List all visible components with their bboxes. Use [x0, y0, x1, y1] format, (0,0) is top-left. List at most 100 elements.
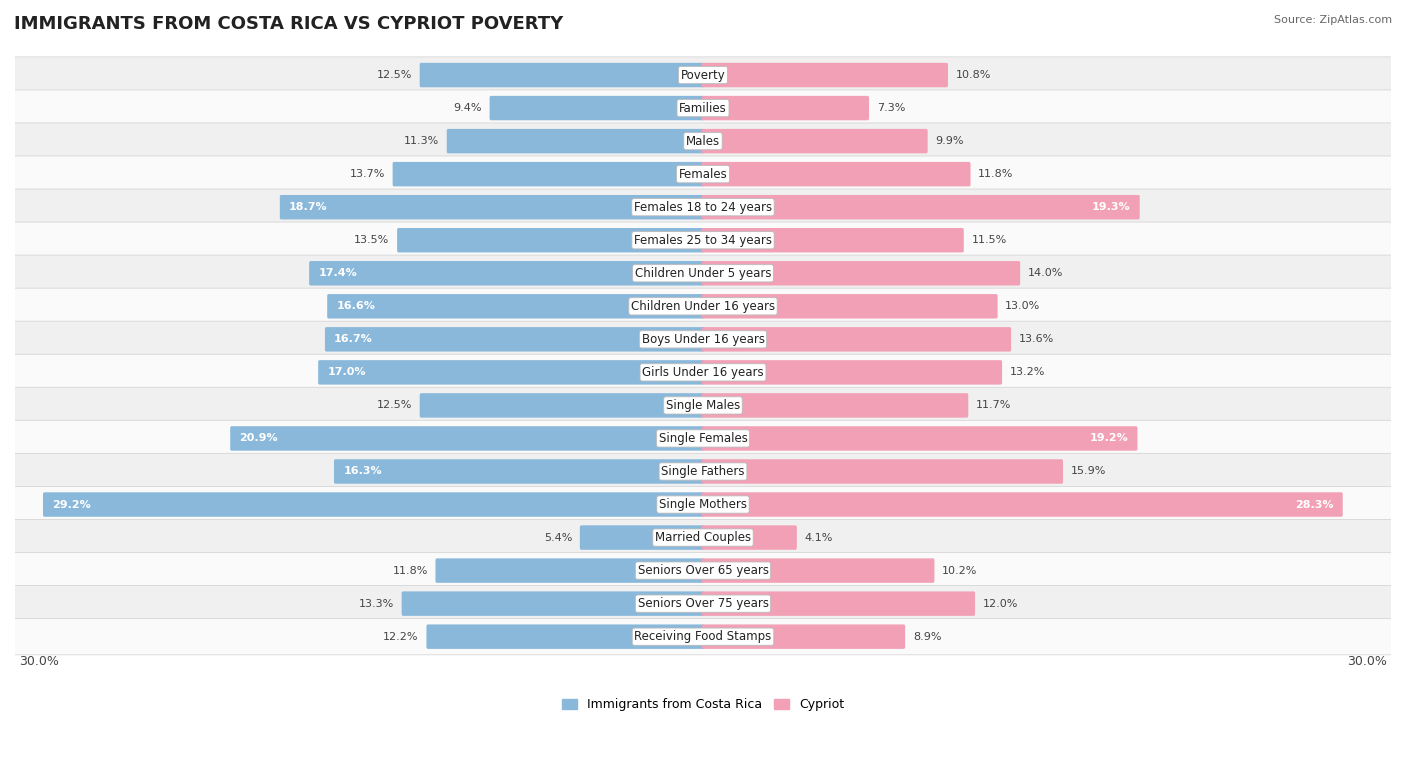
Text: Single Males: Single Males [666, 399, 740, 412]
FancyBboxPatch shape [419, 393, 704, 418]
Text: 9.4%: 9.4% [454, 103, 482, 113]
FancyBboxPatch shape [396, 228, 704, 252]
Text: 11.8%: 11.8% [979, 169, 1014, 179]
Text: 28.3%: 28.3% [1295, 500, 1333, 509]
FancyBboxPatch shape [335, 459, 704, 484]
Text: 16.6%: 16.6% [336, 302, 375, 312]
Legend: Immigrants from Costa Rica, Cypriot: Immigrants from Costa Rica, Cypriot [557, 693, 849, 716]
Text: 18.7%: 18.7% [290, 202, 328, 212]
Text: IMMIGRANTS FROM COSTA RICA VS CYPRIOT POVERTY: IMMIGRANTS FROM COSTA RICA VS CYPRIOT PO… [14, 15, 564, 33]
FancyBboxPatch shape [14, 156, 1392, 193]
Text: 11.7%: 11.7% [976, 400, 1011, 410]
Text: 19.2%: 19.2% [1090, 434, 1128, 443]
FancyBboxPatch shape [14, 354, 1392, 390]
FancyBboxPatch shape [14, 57, 1392, 93]
Text: 17.4%: 17.4% [318, 268, 357, 278]
FancyBboxPatch shape [14, 487, 1392, 523]
Text: 7.3%: 7.3% [877, 103, 905, 113]
Text: 16.7%: 16.7% [335, 334, 373, 344]
FancyBboxPatch shape [328, 294, 704, 318]
FancyBboxPatch shape [702, 129, 928, 153]
Text: 5.4%: 5.4% [544, 533, 572, 543]
Text: 4.1%: 4.1% [804, 533, 832, 543]
FancyBboxPatch shape [702, 228, 963, 252]
FancyBboxPatch shape [14, 222, 1392, 258]
FancyBboxPatch shape [579, 525, 704, 550]
FancyBboxPatch shape [14, 553, 1392, 589]
Text: 16.3%: 16.3% [343, 466, 382, 477]
Text: 11.8%: 11.8% [392, 565, 427, 575]
Text: Source: ZipAtlas.com: Source: ZipAtlas.com [1274, 15, 1392, 25]
FancyBboxPatch shape [702, 327, 1011, 352]
Text: 10.2%: 10.2% [942, 565, 977, 575]
FancyBboxPatch shape [702, 195, 1140, 219]
Text: 13.5%: 13.5% [354, 235, 389, 246]
FancyBboxPatch shape [702, 63, 948, 87]
Text: 8.9%: 8.9% [912, 631, 941, 642]
FancyBboxPatch shape [14, 619, 1392, 655]
FancyBboxPatch shape [702, 294, 998, 318]
FancyBboxPatch shape [702, 625, 905, 649]
Text: 20.9%: 20.9% [239, 434, 278, 443]
Text: Females: Females [679, 168, 727, 180]
FancyBboxPatch shape [447, 129, 704, 153]
FancyBboxPatch shape [702, 459, 1063, 484]
FancyBboxPatch shape [419, 63, 704, 87]
FancyBboxPatch shape [14, 420, 1392, 456]
FancyBboxPatch shape [309, 261, 704, 286]
Text: Married Couples: Married Couples [655, 531, 751, 544]
FancyBboxPatch shape [702, 492, 1343, 517]
Text: 13.2%: 13.2% [1010, 368, 1045, 377]
Text: Seniors Over 65 years: Seniors Over 65 years [637, 564, 769, 577]
Text: Poverty: Poverty [681, 68, 725, 82]
Text: 11.3%: 11.3% [404, 136, 439, 146]
Text: 30.0%: 30.0% [1347, 655, 1386, 668]
FancyBboxPatch shape [702, 96, 869, 121]
Text: 12.5%: 12.5% [377, 400, 412, 410]
Text: Boys Under 16 years: Boys Under 16 years [641, 333, 765, 346]
FancyBboxPatch shape [325, 327, 704, 352]
Text: Single Fathers: Single Fathers [661, 465, 745, 478]
FancyBboxPatch shape [231, 426, 704, 451]
FancyBboxPatch shape [14, 288, 1392, 324]
FancyBboxPatch shape [14, 585, 1392, 622]
Text: 13.3%: 13.3% [359, 599, 394, 609]
Text: 12.0%: 12.0% [983, 599, 1018, 609]
Text: 15.9%: 15.9% [1071, 466, 1107, 477]
FancyBboxPatch shape [436, 559, 704, 583]
Text: 29.2%: 29.2% [52, 500, 91, 509]
Text: Children Under 16 years: Children Under 16 years [631, 300, 775, 313]
FancyBboxPatch shape [318, 360, 704, 384]
Text: 12.2%: 12.2% [384, 631, 419, 642]
Text: Seniors Over 75 years: Seniors Over 75 years [637, 597, 769, 610]
Text: 13.7%: 13.7% [350, 169, 385, 179]
FancyBboxPatch shape [14, 387, 1392, 424]
FancyBboxPatch shape [14, 189, 1392, 225]
Text: 30.0%: 30.0% [20, 655, 59, 668]
FancyBboxPatch shape [702, 393, 969, 418]
FancyBboxPatch shape [702, 162, 970, 186]
Text: Males: Males [686, 135, 720, 148]
FancyBboxPatch shape [702, 426, 1137, 451]
Text: 17.0%: 17.0% [328, 368, 366, 377]
Text: Single Females: Single Females [658, 432, 748, 445]
FancyBboxPatch shape [14, 255, 1392, 291]
Text: Families: Families [679, 102, 727, 114]
Text: Females 18 to 24 years: Females 18 to 24 years [634, 201, 772, 214]
Text: 12.5%: 12.5% [377, 70, 412, 80]
Text: Females 25 to 34 years: Females 25 to 34 years [634, 233, 772, 247]
Text: Children Under 5 years: Children Under 5 years [634, 267, 772, 280]
Text: 10.8%: 10.8% [956, 70, 991, 80]
FancyBboxPatch shape [702, 591, 974, 615]
FancyBboxPatch shape [14, 453, 1392, 490]
FancyBboxPatch shape [392, 162, 704, 186]
Text: 13.0%: 13.0% [1005, 302, 1040, 312]
FancyBboxPatch shape [280, 195, 704, 219]
FancyBboxPatch shape [402, 591, 704, 615]
FancyBboxPatch shape [44, 492, 704, 517]
FancyBboxPatch shape [14, 90, 1392, 127]
Text: 19.3%: 19.3% [1092, 202, 1130, 212]
Text: 14.0%: 14.0% [1028, 268, 1063, 278]
FancyBboxPatch shape [702, 559, 935, 583]
Text: 11.5%: 11.5% [972, 235, 1007, 246]
